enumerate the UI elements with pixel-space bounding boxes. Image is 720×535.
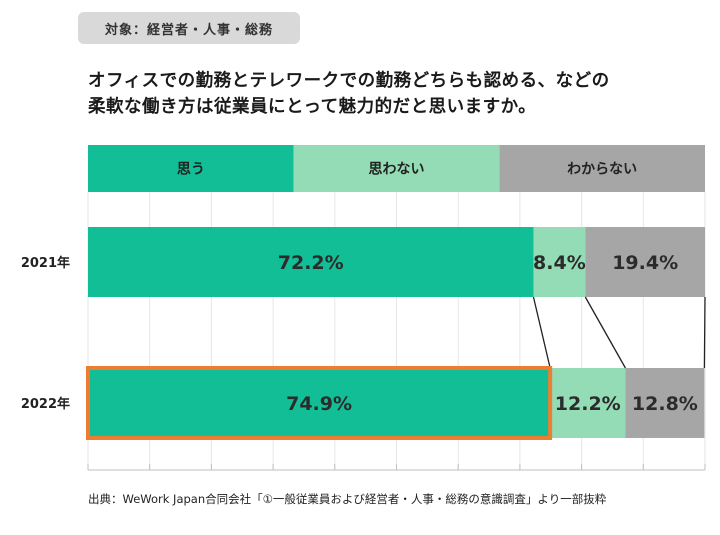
bar-segment (625, 368, 705, 438)
category-label: 2022年 (21, 396, 70, 412)
question-line-2: 柔軟な働き方は従業員にとって魅力的だと思いますか。 (88, 97, 537, 117)
question-text: オフィスでの勤務とテレワークでの勤務どちらも認める、などの 柔軟な働き方は従業員… (88, 68, 708, 120)
source-note: 出典：WeWork Japan合同会社「①一般従業員および経営者・人事・総務の意… (88, 492, 607, 506)
bar-segment (88, 227, 534, 297)
legend-swatch-1 (88, 145, 294, 192)
stacked-bar-chart: 思う 思わない わからない 2021年 72.2% 8.4% 19.4% 2022年 74.9%… (21, 145, 706, 471)
data-label: 12.2% (555, 393, 621, 415)
connector-line (532, 296, 551, 369)
question-line-1: オフィスでの勤務とテレワークでの勤務どちらも認める、などの (88, 71, 610, 91)
category-label: 2021年 (21, 255, 70, 271)
bar-segment (550, 368, 626, 438)
bar-segment (533, 227, 586, 297)
data-label: 72.2% (278, 252, 344, 274)
legend-swatch-2 (293, 145, 500, 192)
highlight-box (86, 366, 553, 440)
data-label: 12.8% (632, 393, 698, 415)
connector-line (584, 296, 626, 369)
legend-swatch-3 (499, 145, 705, 192)
legend-label-1: 思う (177, 162, 205, 178)
bar-segment (88, 368, 551, 438)
data-label: 74.9% (286, 393, 352, 415)
bar-segment (585, 227, 705, 297)
connector-line (703, 296, 706, 369)
data-label: 19.4% (612, 252, 678, 274)
legend-label-2: 思わない (369, 162, 425, 178)
data-label: 8.4% (533, 252, 586, 274)
target-badge: 対象：経営者・人事・総務 (78, 12, 300, 44)
legend-label-3: わからない (567, 162, 637, 178)
